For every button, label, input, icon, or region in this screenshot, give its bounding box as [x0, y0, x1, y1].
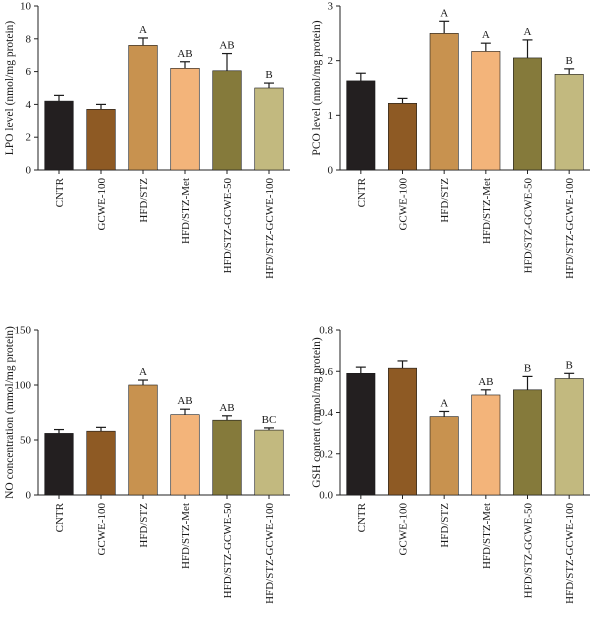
bar-hfd-stz	[128, 384, 158, 496]
bar-hfd-stz-gcwe-100	[254, 429, 284, 496]
y-tick-label: 0.6	[319, 366, 333, 378]
bar-gcwe-100	[388, 103, 417, 171]
bar-hfd-stz-gcwe-50	[212, 419, 242, 496]
y-tick-label: 0	[328, 165, 334, 177]
y-tick-label: 2	[328, 55, 334, 67]
y-tick-label: 150	[15, 325, 32, 337]
bar-hfd-stz-met	[471, 394, 501, 496]
x-tick-label: GCWE-100	[398, 178, 410, 231]
y-axis-label: GSH content (mmol/mg protein)	[311, 337, 323, 488]
significance-label: A	[440, 7, 448, 19]
x-tick-label: HFD/STZ-GCWE-50	[222, 178, 234, 274]
x-tick-label: HFD/STZ-GCWE-50	[523, 178, 535, 274]
bar-hfd-stz-met	[170, 414, 200, 496]
bar-cntr	[346, 80, 376, 171]
x-tick-label: GCWE-100	[398, 503, 410, 556]
y-tick-label: 2	[26, 132, 32, 144]
y-tick-label: 0.8	[319, 325, 333, 337]
x-tick-label: HFD/STZ	[439, 178, 451, 223]
y-axis-label: NO concentration (mmol/mg protein)	[4, 326, 16, 499]
chart-panel-pco: 0 1 2 3 PCO level (nmol/mg protein) CNTR GCWE-…	[311, 1, 590, 279]
significance-label: A	[524, 26, 532, 38]
x-tick-label: CNTR	[54, 177, 66, 207]
bar-hfd-stz	[429, 416, 459, 496]
significance-label: AB	[177, 48, 192, 60]
significance-label: AB	[219, 402, 234, 414]
significance-label: AB	[478, 376, 493, 388]
significance-label: A	[482, 29, 490, 41]
y-tick-label: 0	[26, 490, 32, 502]
x-tick-label: CNTR	[356, 502, 368, 532]
y-tick-label: 6	[26, 66, 32, 78]
x-tick-label: HFD/STZ-Met	[180, 178, 192, 244]
bar-cntr	[44, 433, 74, 496]
y-tick-label: 0.4	[319, 407, 333, 419]
bar-hfd-stz-gcwe-50	[513, 57, 542, 171]
bar-hfd-stz-gcwe-100	[254, 87, 284, 171]
significance-label: A	[139, 24, 147, 36]
significance-label: AB	[177, 395, 192, 407]
x-tick-label: HFD/STZ	[138, 503, 150, 548]
y-tick-label: 0.2	[319, 448, 333, 460]
x-tick-label: HFD/STZ-GCWE-100	[264, 503, 276, 604]
bar-hfd-stz-gcwe-100	[554, 74, 584, 171]
x-tick-label: HFD/STZ	[138, 178, 150, 223]
significance-label: A	[139, 366, 147, 378]
bar-gcwe-100	[388, 367, 417, 496]
bar-hfd-stz	[429, 33, 459, 171]
bar-hfd-stz-gcwe-50	[513, 389, 542, 496]
x-tick-label: HFD/STZ-Met	[481, 178, 493, 244]
x-tick-label: HFD/STZ-GCWE-100	[564, 503, 576, 604]
bar-hfd-stz-met	[471, 51, 501, 171]
chart-panel-lpo: 0 2 4 6 8 10 LPO level (nmol/mg protein) CNTR GC…	[4, 1, 290, 279]
y-tick-label: 4	[26, 99, 32, 111]
bar-cntr	[346, 373, 376, 496]
significance-label: AB	[219, 40, 234, 52]
x-tick-label: HFD/STZ	[439, 503, 451, 548]
y-tick-label: 0.0	[319, 490, 333, 502]
x-tick-label: HFD/STZ-GCWE-50	[222, 503, 234, 599]
bar-hfd-stz-met	[170, 68, 200, 171]
y-tick-label: 8	[26, 33, 32, 45]
x-tick-label: HFD/STZ-GCWE-100	[264, 178, 276, 279]
x-tick-label: HFD/STZ-Met	[180, 503, 192, 569]
significance-label: A	[440, 397, 448, 409]
bar-gcwe-100	[86, 430, 116, 496]
y-tick-label: 0	[26, 165, 32, 177]
x-tick-label: GCWE-100	[96, 178, 108, 231]
y-tick-label: 3	[328, 1, 334, 13]
y-tick-label: 1	[328, 110, 334, 122]
y-tick-label: 10	[20, 1, 32, 13]
x-tick-label: CNTR	[356, 177, 368, 207]
significance-label: B	[565, 359, 572, 371]
x-tick-label: HFD/STZ-GCWE-50	[523, 503, 535, 599]
significance-label: B	[265, 69, 272, 81]
significance-label: B	[524, 362, 531, 374]
x-tick-label: HFD/STZ-GCWE-100	[564, 178, 576, 279]
x-tick-label: GCWE-100	[96, 503, 108, 556]
y-axis-label: PCO level (nmol/mg protein)	[311, 20, 323, 155]
y-axis-label: LPO level (nmol/mg protein)	[4, 21, 16, 156]
bar-hfd-stz-gcwe-100	[554, 378, 584, 496]
x-tick-label: HFD/STZ-Met	[481, 503, 493, 569]
bar-gcwe-100	[86, 109, 116, 171]
bar-hfd-stz-gcwe-50	[212, 70, 242, 171]
x-tick-label: CNTR	[54, 502, 66, 532]
significance-label: B	[565, 55, 572, 67]
y-tick-label: 100	[15, 380, 32, 392]
bar-hfd-stz	[128, 45, 158, 171]
y-tick-label: 50	[20, 435, 32, 447]
bar-cntr	[44, 100, 74, 171]
significance-label: BC	[262, 414, 277, 426]
